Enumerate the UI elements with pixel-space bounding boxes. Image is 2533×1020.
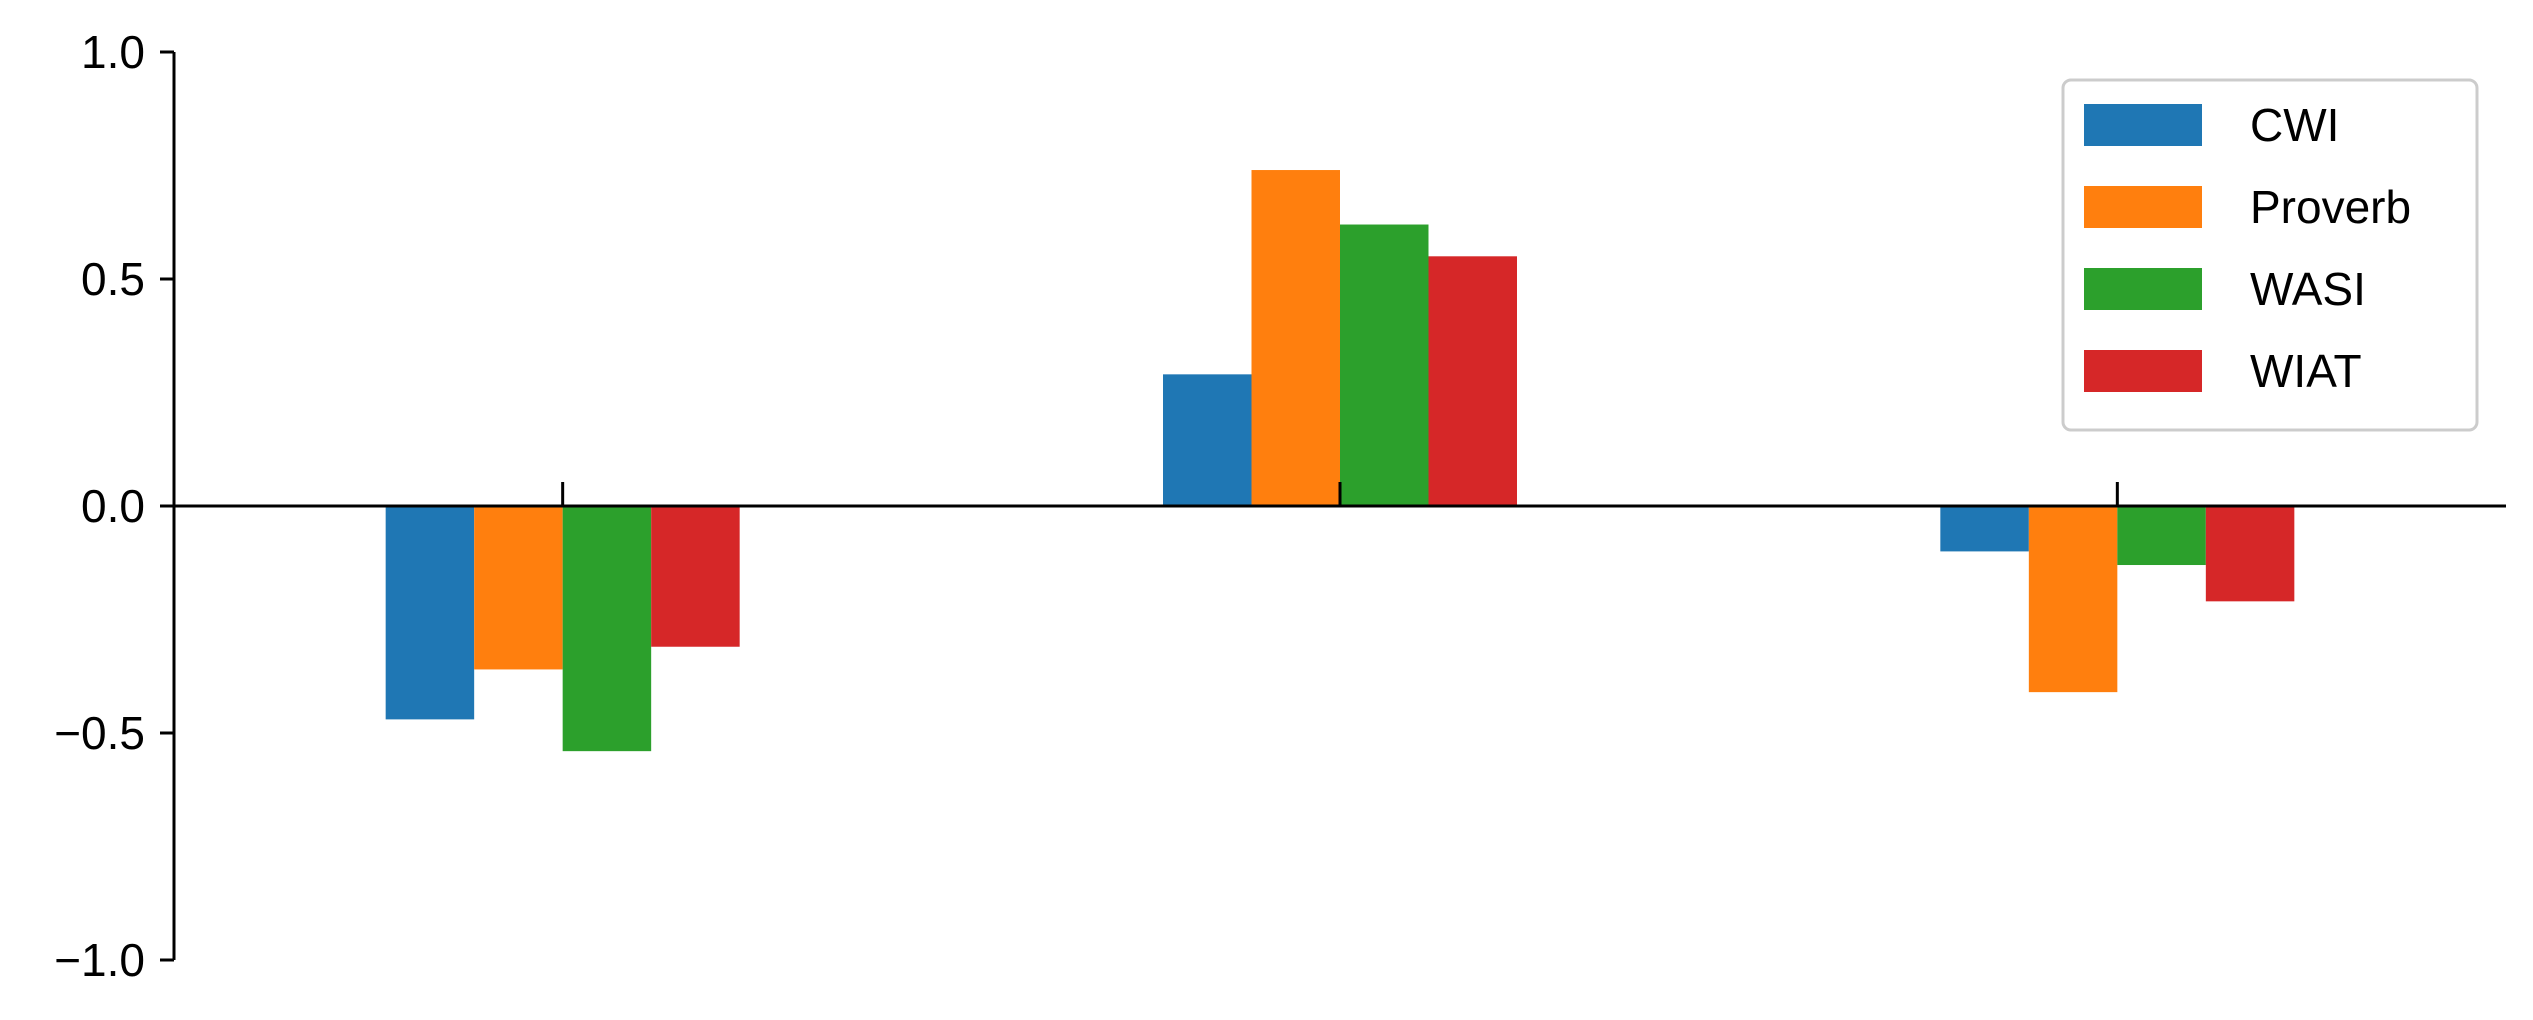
legend-swatch-proverb <box>2084 186 2202 228</box>
bars-layer <box>385 170 2295 752</box>
legend: CWI Proverb WASI WIAT <box>2061 78 2479 432</box>
y-tick-label: 0.0 <box>81 480 145 532</box>
bar-wiat-3 <box>2205 506 2295 602</box>
legend-frame <box>2061 78 2479 432</box>
bar-wiat-2 <box>1428 256 1517 506</box>
y-tick-label: −0.5 <box>54 707 145 759</box>
bar-proverb-2 <box>1251 170 1340 507</box>
bar-wasi-2 <box>1340 224 1429 506</box>
bar-wiat-1 <box>651 506 740 647</box>
bar-cwi-3 <box>1940 506 2029 552</box>
bar-wasi-3 <box>2117 506 2206 566</box>
legend-label-wiat: WIAT <box>2250 345 2362 397</box>
legend-swatch-wasi <box>2084 268 2202 310</box>
bar-cwi-1 <box>385 506 475 720</box>
y-tick-label: −1.0 <box>54 934 145 986</box>
legend-label-proverb: Proverb <box>2250 181 2411 233</box>
legend-label-cwi: CWI <box>2250 99 2339 151</box>
legend-swatch-cwi <box>2084 104 2202 146</box>
y-tick-label: 0.5 <box>81 253 145 305</box>
legend-label-wasi: WASI <box>2250 263 2366 315</box>
axes-layer: 1.0 0.5 0.0 −0.5 −1.0 <box>54 26 2506 986</box>
bar-cwi-2 <box>1163 374 1252 506</box>
bar-proverb-3 <box>2028 506 2118 693</box>
legend-swatch-wiat <box>2084 350 2202 392</box>
bar-wasi-1 <box>562 506 652 752</box>
y-tick-label: 1.0 <box>81 26 145 78</box>
bar-proverb-1 <box>474 506 563 670</box>
